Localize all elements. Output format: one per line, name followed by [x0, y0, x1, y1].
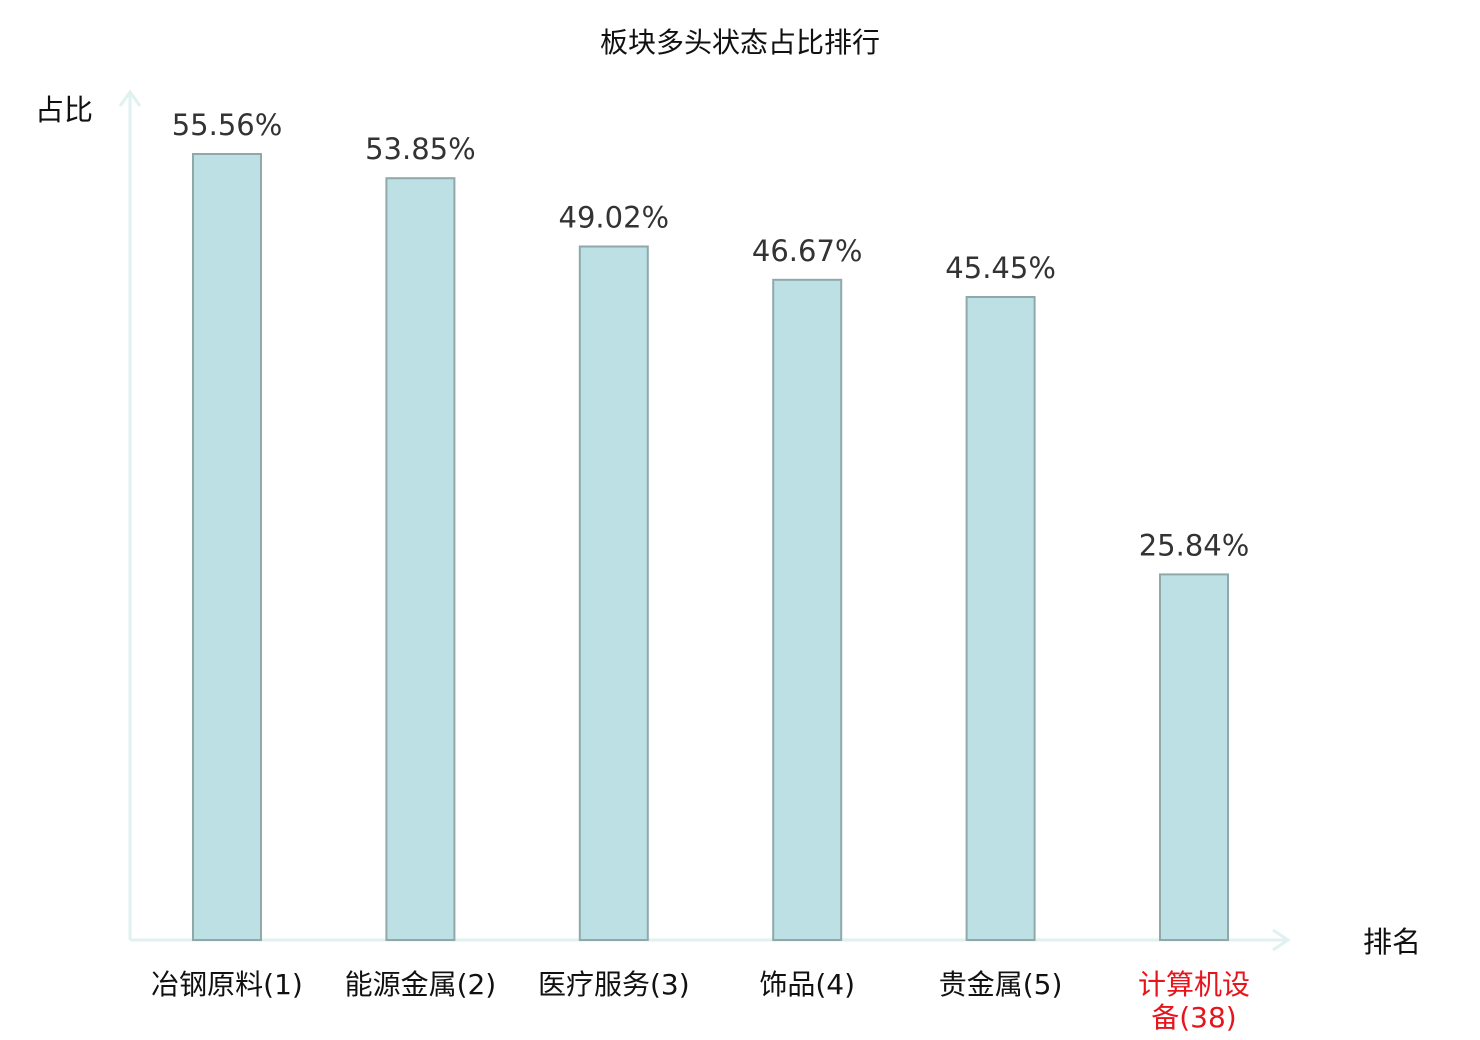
category-label-3: 医疗服务(3): [538, 968, 690, 1001]
bar-2: [385, 177, 456, 941]
category-label-2: 能源金属(2): [345, 968, 497, 1001]
x-axis: [130, 928, 1291, 952]
category-label-6: 计算机设备(38): [1138, 968, 1250, 1034]
bar-4: [772, 278, 843, 941]
bar-6: [1159, 573, 1229, 942]
y-axis: [118, 89, 142, 940]
category-label-5: 贵金属(5): [939, 968, 1063, 1001]
value-label-6: 25.84%: [1139, 528, 1250, 562]
category-label-1: 冶钢原料(1): [151, 968, 303, 1001]
category-label-4: 饰品(4): [759, 968, 855, 1001]
value-labels-group: 55.56% 53.85% 49.02% 46.67% 45.45% 25.84%: [172, 108, 1250, 562]
chart-title: 板块多头状态占比排行: [600, 26, 880, 59]
bar-1: [192, 153, 262, 941]
x-axis-label: 排名: [1363, 925, 1421, 959]
bars-group: [192, 153, 1229, 942]
value-label-4: 46.67%: [752, 234, 863, 268]
y-axis-label: 占比: [35, 93, 93, 127]
value-label-1: 55.56%: [172, 108, 283, 142]
bar-5: [965, 296, 1036, 941]
category-labels-group: 冶钢原料(1) 能源金属(2) 医疗服务(3) 饰品(4) 贵金属(5) 计算机设备(38…: [151, 968, 1250, 1034]
value-label-5: 45.45%: [945, 251, 1056, 285]
value-label-2: 53.85%: [365, 132, 476, 166]
bar-3: [578, 245, 649, 941]
value-label-3: 49.02%: [559, 201, 670, 235]
